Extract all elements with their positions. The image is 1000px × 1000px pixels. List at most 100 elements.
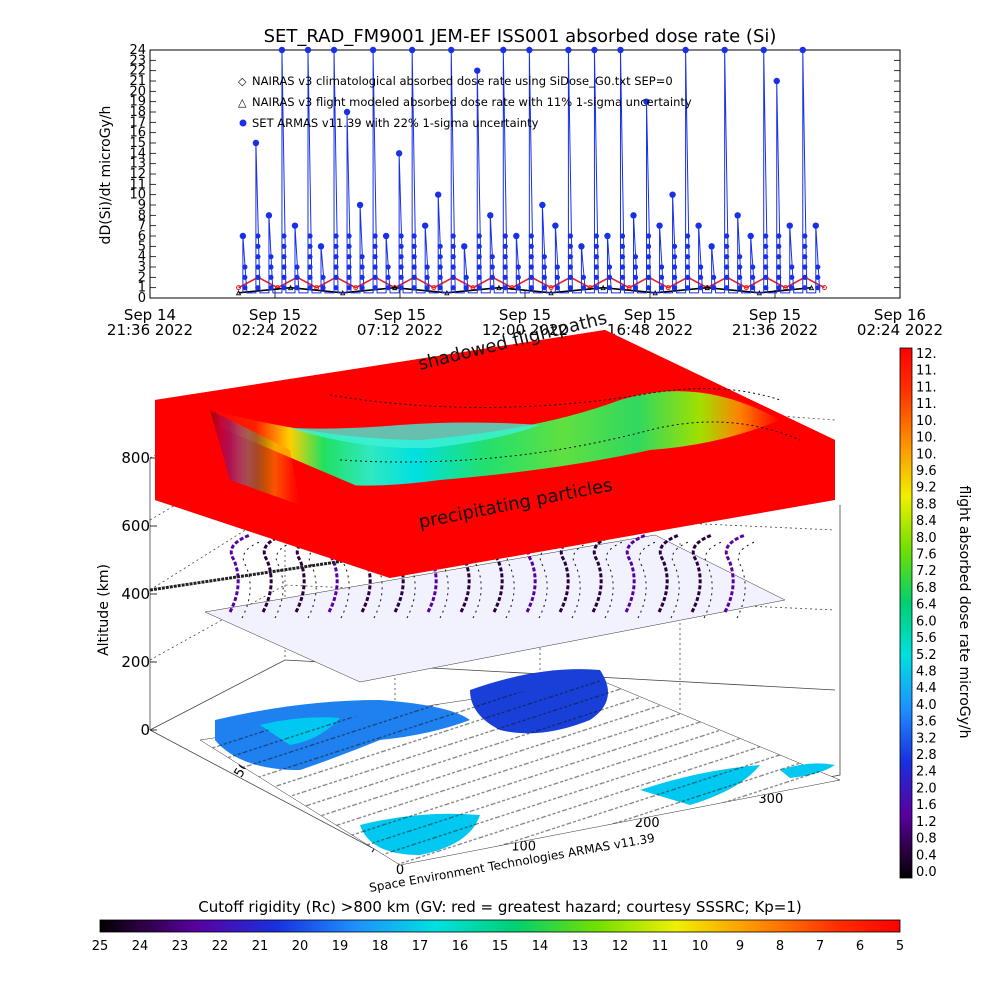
armas-point [356, 201, 364, 209]
armas-point-stack [437, 264, 443, 270]
armas-point-stack [658, 285, 665, 291]
armas-point [382, 232, 390, 240]
armas-point-stack [359, 254, 365, 260]
rigidity-colorbar-tick-label: 11 [652, 939, 669, 954]
armas-point-stack [776, 243, 782, 249]
rigidity-colorbar-tick-label: 17 [412, 939, 429, 954]
armas-point [330, 46, 338, 54]
armas-point-stack [632, 254, 639, 260]
armas-point-stack [567, 274, 574, 280]
armas-point [617, 46, 624, 54]
armas-point [474, 67, 481, 74]
armas-point [265, 212, 273, 219]
armas-point-stack [255, 274, 261, 280]
dose-colorbar-tick-label: 9.6 [916, 464, 937, 479]
dose-colorbar-tick-label: 7.2 [916, 564, 937, 579]
armas-point-stack [385, 285, 391, 291]
armas-point-stack [684, 254, 691, 260]
top-x-tick-time: 21:36 2022 [732, 321, 818, 339]
armas-point-stack [255, 254, 261, 260]
rigidity-colorbar-tick-label: 6 [856, 939, 864, 954]
armas-point-stack [385, 264, 391, 270]
armas-point-stack [737, 264, 743, 270]
dose-colorbar-ticks: 12.11.11.11.10.10.10.9.69.28.88.48.07.67… [916, 347, 937, 880]
armas-point-stack [684, 233, 691, 239]
armas-point-stack [593, 274, 600, 280]
armas-point-stack [333, 254, 339, 260]
armas-point [500, 46, 507, 54]
armas-point-stack [671, 285, 678, 291]
armas-point-stack [645, 243, 652, 249]
armas-point-stack [398, 233, 404, 239]
armas-point-stack [281, 254, 287, 260]
armas-point-stack [802, 233, 808, 239]
armas-point-stack [737, 254, 743, 260]
legend-armas: SET ARMAS v11.39 with 22% 1-sigma uncert… [252, 116, 539, 130]
top-x-tick-time: 16:48 2022 [607, 321, 693, 339]
armas-point-stack [763, 254, 769, 260]
armas-point-stack [593, 285, 600, 291]
armas-point-stack [776, 264, 782, 270]
armas-point-stack [619, 254, 626, 260]
armas-point-stack [763, 285, 769, 291]
longitude-tick-label: 0 [396, 863, 404, 878]
armas-point-stack [684, 243, 691, 249]
armas-point-stack [763, 233, 769, 239]
armas-point-stack [372, 243, 378, 249]
armas-point-stack [476, 264, 482, 270]
armas-point-stack [281, 233, 287, 239]
armas-point-stack [424, 264, 430, 270]
rigidity-colorbar-tick-label: 18 [372, 939, 389, 954]
armas-point-stack [619, 243, 626, 249]
armas-point-stack [281, 285, 287, 291]
armas-point-stack [802, 243, 808, 249]
armas-point-stack [698, 264, 704, 270]
armas-point-stack [528, 274, 534, 280]
armas-point-stack [333, 264, 339, 270]
armas-point-stack [268, 254, 274, 260]
top-y-tick-label: 15 [129, 136, 146, 151]
armas-point-stack [489, 264, 495, 270]
armas-point-stack [359, 274, 365, 280]
armas-point-stack [580, 274, 587, 280]
armas-point-stack [255, 233, 261, 239]
armas-point-stack [593, 264, 600, 270]
dose-colorbar-tick-label: 4.0 [916, 698, 937, 713]
rigidity-colorbar-tick-label: 20 [292, 939, 309, 954]
armas-point-stack [450, 243, 456, 249]
armas-point-stack [606, 264, 613, 270]
armas-point-stack [724, 254, 730, 260]
top-y-tick-label: 9 [138, 198, 146, 213]
armas-point [421, 222, 429, 229]
dose-colorbar-tick-label: 0.8 [916, 832, 937, 847]
armas-point-stack [698, 274, 704, 280]
armas-point-stack [619, 274, 626, 280]
armas-point-stack [645, 285, 652, 291]
top-x-tick-day: Sep 15 [249, 306, 301, 324]
top-y-tick-label: 4 [138, 250, 146, 265]
armas-point-stack [320, 285, 326, 291]
top-y-tick-label: 5 [138, 239, 146, 254]
armas-point-stack [671, 254, 678, 260]
top-y-tick-label: 24 [129, 43, 146, 58]
dose-colorbar-tick-label: 0.4 [916, 848, 937, 863]
armas-point-stack [255, 243, 261, 249]
dose-colorbar-scale [899, 347, 913, 879]
armas-point-stack [489, 254, 495, 260]
armas-point-stack [411, 233, 417, 239]
orbit-track [228, 533, 251, 613]
armas-point-stack [515, 274, 521, 280]
legend-flight-modeled: NAIRAS v3 flight modeled absorbed dose r… [252, 95, 692, 109]
top-y-tick-label: 12 [129, 167, 146, 182]
armas-point-stack [268, 285, 274, 291]
armas-point [513, 232, 520, 240]
armas-point-stack [711, 285, 717, 291]
dose-colorbar-label: flight absorbed dose rate microGy/h [956, 486, 972, 739]
armas-point-stack [671, 274, 678, 280]
armas-point-stack [698, 285, 704, 291]
armas-point-stack [632, 264, 639, 270]
armas-point-stack [606, 285, 613, 291]
dose-colorbar-tick-label: 12. [916, 347, 937, 362]
